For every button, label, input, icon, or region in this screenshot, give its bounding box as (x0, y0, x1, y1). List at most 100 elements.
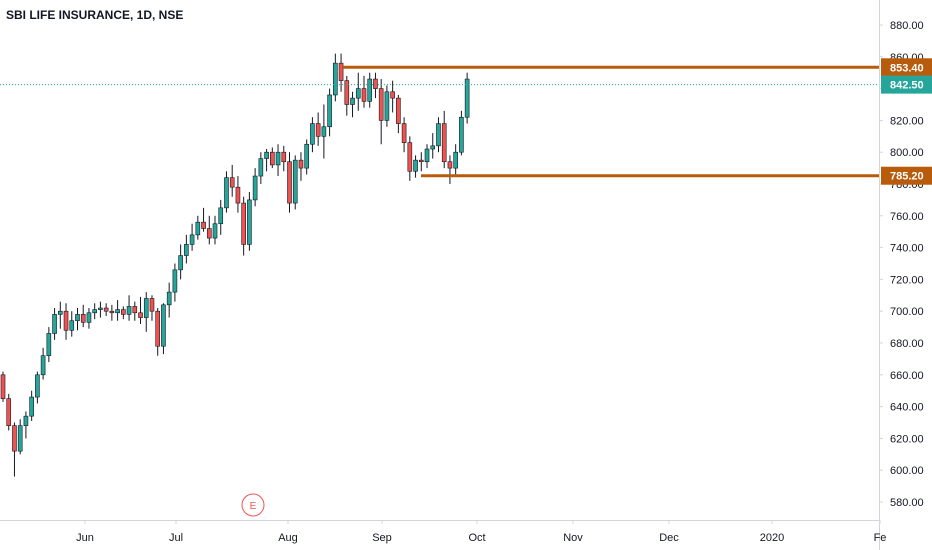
candle (378, 79, 384, 145)
y-tick-label: 620.00 (890, 433, 924, 445)
candle-body (189, 234, 195, 245)
candle (459, 110, 464, 156)
candle (430, 133, 436, 159)
candle-body (115, 309, 120, 314)
candle-body (333, 62, 338, 96)
y-tick-label: 580.00 (890, 497, 924, 509)
candle (327, 88, 332, 137)
chart-title: SBI LIFE INSURANCE, 1D, NSE (6, 8, 184, 22)
candle-body (304, 143, 309, 169)
candle-body (281, 151, 287, 163)
candle-body (23, 415, 29, 426)
candle (315, 112, 321, 146)
candle (126, 295, 132, 321)
candle-body (338, 62, 344, 81)
candle-body (155, 310, 161, 347)
candle (143, 292, 149, 332)
candle (23, 411, 29, 439)
candle-body (298, 159, 304, 169)
candle-body (46, 333, 52, 357)
candle (407, 136, 413, 181)
y-tick-label: 700.00 (890, 306, 924, 318)
candle-body (195, 221, 201, 236)
candle-body (396, 97, 401, 124)
candle-body (350, 97, 355, 105)
candle-body (0, 374, 6, 399)
candle (373, 72, 378, 99)
level-price-label-bg (881, 58, 932, 77)
candle-body (384, 91, 390, 121)
candle (355, 72, 361, 111)
candle (367, 72, 373, 108)
candle (109, 304, 115, 321)
candle (441, 110, 447, 169)
candle (413, 155, 418, 178)
candle-body (98, 307, 103, 310)
candle (0, 371, 6, 402)
candle-body (418, 159, 424, 163)
candle (17, 419, 23, 455)
candle-body (17, 425, 23, 452)
candle (161, 303, 166, 355)
candle-body (218, 207, 224, 225)
candle-body (132, 306, 138, 314)
candle-body (172, 269, 178, 293)
candle-body (441, 123, 447, 163)
candle-body (430, 145, 436, 150)
candle (166, 282, 172, 318)
candle-body (361, 88, 367, 102)
candle (384, 85, 390, 127)
candle-body (229, 177, 235, 188)
candle-body (57, 310, 63, 315)
candle (35, 371, 40, 404)
y-tick-label: 820.00 (890, 115, 924, 127)
candle (115, 300, 120, 321)
candle-body (80, 314, 86, 323)
candle-body (436, 123, 441, 147)
candle-body (126, 306, 132, 315)
candle-body (344, 80, 350, 105)
y-tick-label: 880.00 (890, 20, 924, 32)
candle-body (29, 396, 34, 417)
y-tick-label: 640.00 (890, 402, 924, 414)
candle-body (315, 123, 321, 137)
y-axis: 580.00 600.00 620.00 640.00 660.00 680.00 700.… (879, 20, 932, 509)
candle (172, 263, 178, 302)
candle (321, 104, 327, 159)
candle (401, 117, 407, 153)
candle (310, 117, 315, 153)
candle-body (86, 312, 92, 323)
candle-body (321, 126, 327, 137)
candle (103, 303, 109, 316)
candle-body (401, 123, 407, 143)
candle-body (138, 312, 143, 318)
candle-body (143, 298, 149, 318)
candle-body (166, 291, 172, 306)
candle-body (212, 223, 218, 239)
candle-body (264, 151, 269, 159)
candle-body (206, 228, 212, 239)
earnings-marker[interactable]: E (241, 493, 265, 517)
candle (338, 53, 344, 92)
candle (132, 301, 138, 321)
candle (52, 308, 57, 340)
candle-body (252, 175, 258, 201)
candle (212, 215, 218, 245)
candle (149, 295, 155, 321)
candle (436, 117, 441, 153)
candle (396, 94, 401, 134)
candle (29, 390, 34, 421)
y-tick-label: 760.00 (890, 211, 924, 223)
candle (189, 223, 195, 251)
x-tick-label: Sep (372, 532, 392, 544)
candle-body (292, 159, 298, 204)
candle-body (270, 151, 275, 166)
x-tick-label: Aug (278, 532, 298, 544)
candle (464, 72, 470, 124)
candle (424, 144, 430, 169)
candle-body (12, 425, 17, 452)
candle-body (103, 307, 109, 312)
x-tick-label: Dec (659, 532, 679, 544)
y-tick-label: 800.00 (890, 147, 924, 159)
